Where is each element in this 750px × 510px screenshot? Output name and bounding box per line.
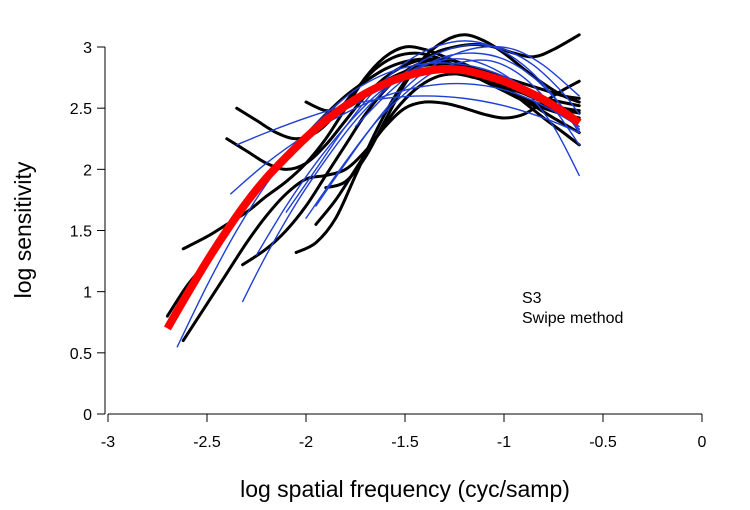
x-tick-label: 0 [698, 434, 707, 451]
y-tick-label: 3 [83, 40, 92, 57]
fitted-curve [230, 82, 580, 195]
fitted-curve [236, 95, 580, 146]
annotation-method: Swipe method [522, 310, 623, 327]
x-tick-label: -0.5 [589, 434, 617, 451]
measured-curve [294, 33, 581, 255]
fitted-curve [176, 62, 580, 348]
annotation-subject: S3 [522, 290, 542, 307]
fitted-curve [354, 52, 580, 131]
y-axis-title: log sensitivity [10, 161, 36, 298]
fitted-curve [305, 45, 580, 219]
y-tick-label: 1 [83, 285, 92, 302]
average-curve [163, 64, 582, 331]
measured-curve [181, 79, 581, 343]
x-tick-label: -1.5 [391, 434, 419, 451]
x-tick-label: -3 [101, 434, 115, 451]
fitted-curve [285, 40, 580, 213]
series-layer [163, 33, 582, 348]
x-axis-title: log spatial frequency (cyc/samp) [240, 476, 570, 502]
y-tick-label: 1.5 [70, 224, 92, 241]
x-axis-ticks: -3 -2.5 -2 -1.5 -1 -0.5 0 [101, 414, 707, 451]
y-tick-label: 2 [83, 162, 92, 179]
x-tick-label: -2.5 [193, 434, 221, 451]
y-tick-label: 0 [83, 407, 92, 424]
y-axis-ticks: 0 0.5 1 1.5 2 2.5 3 [70, 40, 105, 424]
y-tick-label: 0.5 [70, 346, 92, 363]
x-tick-label: -1 [497, 434, 511, 451]
y-tick-label: 2.5 [70, 101, 92, 118]
x-tick-label: -2 [299, 434, 313, 451]
fitted-curve [241, 43, 580, 303]
